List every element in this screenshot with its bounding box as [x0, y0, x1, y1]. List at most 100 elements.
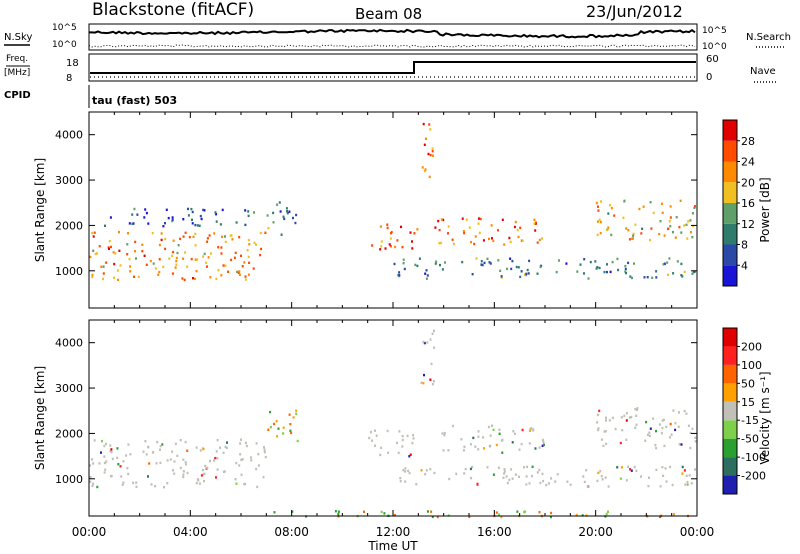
range-cell: [669, 465, 672, 469]
range-cell: [414, 263, 417, 267]
range-cell: [520, 443, 523, 446]
freq-tick-left-bottom: 8: [66, 73, 72, 84]
range-cell: [523, 466, 525, 469]
range-cell: [596, 479, 599, 483]
range-cell: [89, 480, 92, 483]
range-cell: [668, 257, 671, 260]
range-cell: [368, 436, 371, 440]
range-cell: [89, 255, 92, 259]
range-cell: [219, 223, 222, 226]
nsearch-trace: [88, 44, 696, 48]
range-cell: [489, 444, 492, 448]
range-cell: [678, 225, 681, 229]
range-cell: [256, 485, 259, 489]
range-cell: [264, 455, 267, 459]
range-cell: [582, 475, 585, 478]
range-cell: [112, 251, 115, 254]
range-cell: [448, 477, 451, 481]
range-cell: [536, 272, 539, 275]
range-cell: [149, 259, 152, 263]
range-cell: [674, 236, 677, 239]
colorbar-swatch: [723, 203, 737, 224]
range-cell: [515, 265, 518, 269]
range-cell: [645, 420, 648, 424]
range-cell: [463, 231, 466, 235]
range-cell: [688, 474, 691, 477]
range-cell: [215, 220, 218, 223]
range-cell: [536, 241, 539, 244]
range-cell: [247, 255, 250, 259]
range-cell: [606, 270, 608, 274]
range-cell: [658, 423, 661, 426]
range-cell: [609, 204, 612, 207]
range-cell: [465, 218, 468, 221]
range-cell: [597, 209, 600, 212]
range-cell: [528, 259, 531, 263]
range-cell: [141, 250, 144, 253]
range-cell: [110, 474, 112, 478]
range-cell: [477, 435, 480, 438]
range-cell: [474, 235, 477, 238]
range-cell: [172, 239, 175, 242]
range-cell: [649, 201, 652, 204]
y-tick-label: 2000: [55, 427, 83, 440]
range-cell: [243, 261, 246, 264]
range-cell: [509, 257, 512, 260]
range-cell: [337, 510, 340, 513]
range-cell: [397, 451, 400, 455]
range-cell: [276, 435, 279, 438]
velocity-ylabel: Slant Range [km]: [33, 366, 47, 470]
range-cell: [655, 270, 658, 273]
range-cell: [267, 428, 270, 431]
range-cell: [443, 431, 446, 435]
range-cell: [528, 482, 531, 485]
range-cell: [638, 207, 641, 211]
range-cell: [429, 378, 432, 381]
range-cell: [117, 278, 119, 282]
range-cell: [669, 205, 672, 208]
range-cell: [161, 443, 164, 446]
range-cell: [92, 462, 95, 465]
range-cell: [461, 217, 464, 220]
range-cell: [667, 273, 670, 276]
range-cell: [120, 475, 123, 478]
range-cell: [611, 416, 614, 420]
range-cell: [259, 231, 262, 235]
range-cell: [629, 468, 631, 471]
range-cell: [186, 449, 189, 452]
range-cell: [126, 253, 129, 256]
range-cell: [122, 460, 125, 463]
range-cell: [264, 231, 267, 234]
range-cell: [409, 231, 412, 234]
range-cell: [470, 240, 472, 244]
range-cell: [596, 413, 599, 417]
range-cell: [694, 468, 696, 471]
y-tick-label: 3000: [55, 382, 83, 395]
range-cell: [222, 264, 225, 267]
range-cell: [513, 225, 516, 229]
range-cell: [431, 515, 434, 519]
range-cell: [667, 227, 670, 230]
range-cell: [625, 479, 628, 482]
range-cell: [174, 442, 177, 446]
range-cell: [635, 469, 638, 472]
range-cell: [624, 270, 627, 273]
range-cell: [179, 237, 182, 241]
range-cell: [221, 208, 224, 212]
range-cell: [222, 470, 225, 473]
range-cell: [462, 230, 465, 233]
range-cell: [681, 465, 684, 469]
range-cell: [538, 511, 541, 514]
range-cell: [240, 458, 243, 462]
x-tick-label: 00:00: [680, 525, 715, 539]
range-cell: [257, 464, 260, 467]
range-cell: [241, 458, 244, 461]
range-cell: [447, 232, 449, 235]
range-cell: [556, 473, 559, 476]
freq-unit-label: [MHz]: [4, 68, 30, 78]
range-cell: [462, 449, 465, 452]
range-cell: [156, 440, 159, 444]
range-cell: [447, 225, 450, 228]
range-cell: [289, 423, 292, 426]
range-cell: [451, 424, 454, 428]
